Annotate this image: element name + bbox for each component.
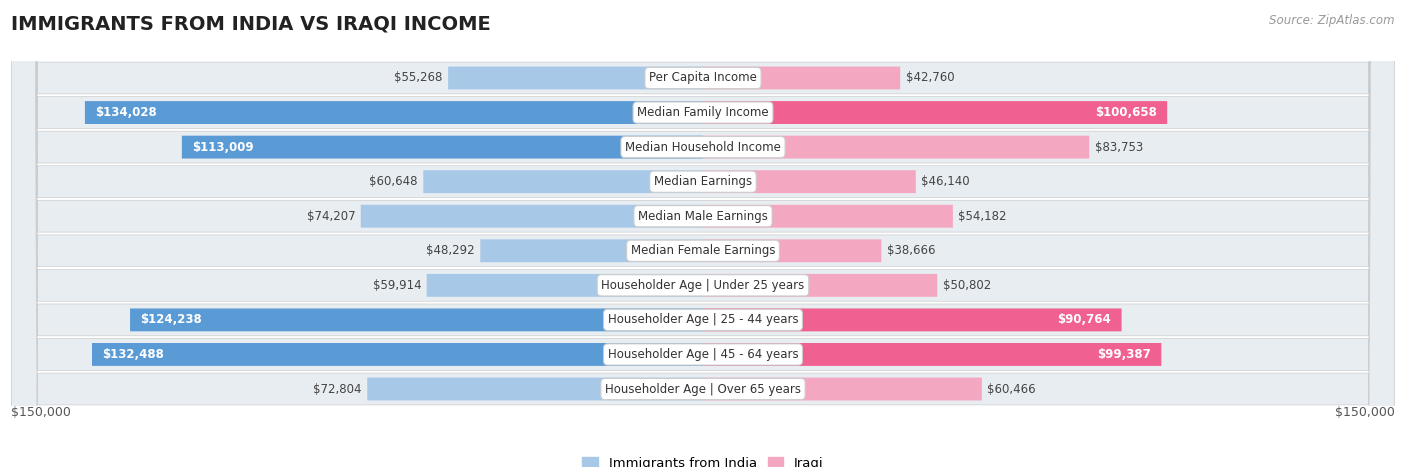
FancyBboxPatch shape xyxy=(11,0,1395,467)
Text: Median Household Income: Median Household Income xyxy=(626,141,780,154)
Text: $90,764: $90,764 xyxy=(1057,313,1111,326)
Text: $150,000: $150,000 xyxy=(1334,406,1395,419)
Text: $50,802: $50,802 xyxy=(943,279,991,292)
Text: $55,268: $55,268 xyxy=(394,71,443,85)
Text: IMMIGRANTS FROM INDIA VS IRAQI INCOME: IMMIGRANTS FROM INDIA VS IRAQI INCOME xyxy=(11,14,491,33)
Text: Median Earnings: Median Earnings xyxy=(654,175,752,188)
Text: $100,658: $100,658 xyxy=(1095,106,1157,119)
FancyBboxPatch shape xyxy=(481,239,703,262)
Text: Householder Age | 25 - 44 years: Householder Age | 25 - 44 years xyxy=(607,313,799,326)
FancyBboxPatch shape xyxy=(11,0,1395,467)
Text: $60,648: $60,648 xyxy=(370,175,418,188)
FancyBboxPatch shape xyxy=(181,135,703,159)
FancyBboxPatch shape xyxy=(367,377,703,401)
Text: Per Capita Income: Per Capita Income xyxy=(650,71,756,85)
Text: $42,760: $42,760 xyxy=(905,71,955,85)
Text: Householder Age | Under 25 years: Householder Age | Under 25 years xyxy=(602,279,804,292)
Text: $38,666: $38,666 xyxy=(887,244,935,257)
Text: Householder Age | Over 65 years: Householder Age | Over 65 years xyxy=(605,382,801,396)
Text: $46,140: $46,140 xyxy=(921,175,970,188)
Text: $83,753: $83,753 xyxy=(1095,141,1143,154)
FancyBboxPatch shape xyxy=(129,308,703,332)
Text: $48,292: $48,292 xyxy=(426,244,475,257)
FancyBboxPatch shape xyxy=(11,0,1395,467)
FancyBboxPatch shape xyxy=(426,274,703,297)
FancyBboxPatch shape xyxy=(11,0,1395,467)
FancyBboxPatch shape xyxy=(84,101,703,124)
Text: $54,182: $54,182 xyxy=(959,210,1007,223)
Text: $132,488: $132,488 xyxy=(103,348,165,361)
Text: $99,387: $99,387 xyxy=(1097,348,1152,361)
FancyBboxPatch shape xyxy=(11,0,1395,467)
FancyBboxPatch shape xyxy=(703,101,1167,124)
FancyBboxPatch shape xyxy=(91,343,703,366)
FancyBboxPatch shape xyxy=(11,0,1395,467)
Text: Householder Age | 45 - 64 years: Householder Age | 45 - 64 years xyxy=(607,348,799,361)
FancyBboxPatch shape xyxy=(703,135,1090,159)
FancyBboxPatch shape xyxy=(703,170,915,193)
Legend: Immigrants from India, Iraqi: Immigrants from India, Iraqi xyxy=(578,452,828,467)
FancyBboxPatch shape xyxy=(703,377,981,401)
FancyBboxPatch shape xyxy=(703,274,938,297)
FancyBboxPatch shape xyxy=(423,170,703,193)
Text: $59,914: $59,914 xyxy=(373,279,422,292)
Text: $72,804: $72,804 xyxy=(314,382,361,396)
FancyBboxPatch shape xyxy=(11,0,1395,467)
Text: Median Female Earnings: Median Female Earnings xyxy=(631,244,775,257)
Text: $124,238: $124,238 xyxy=(141,313,202,326)
Text: $74,207: $74,207 xyxy=(307,210,356,223)
FancyBboxPatch shape xyxy=(361,205,703,228)
Text: $150,000: $150,000 xyxy=(11,406,72,419)
Text: Median Male Earnings: Median Male Earnings xyxy=(638,210,768,223)
FancyBboxPatch shape xyxy=(11,0,1395,467)
Text: $134,028: $134,028 xyxy=(96,106,157,119)
FancyBboxPatch shape xyxy=(703,66,900,90)
FancyBboxPatch shape xyxy=(703,205,953,228)
Text: $113,009: $113,009 xyxy=(193,141,254,154)
FancyBboxPatch shape xyxy=(703,343,1161,366)
FancyBboxPatch shape xyxy=(11,0,1395,467)
FancyBboxPatch shape xyxy=(703,239,882,262)
FancyBboxPatch shape xyxy=(11,0,1395,467)
Text: $60,466: $60,466 xyxy=(987,382,1036,396)
Text: Source: ZipAtlas.com: Source: ZipAtlas.com xyxy=(1270,14,1395,27)
Text: Median Family Income: Median Family Income xyxy=(637,106,769,119)
FancyBboxPatch shape xyxy=(449,66,703,90)
FancyBboxPatch shape xyxy=(703,308,1122,332)
